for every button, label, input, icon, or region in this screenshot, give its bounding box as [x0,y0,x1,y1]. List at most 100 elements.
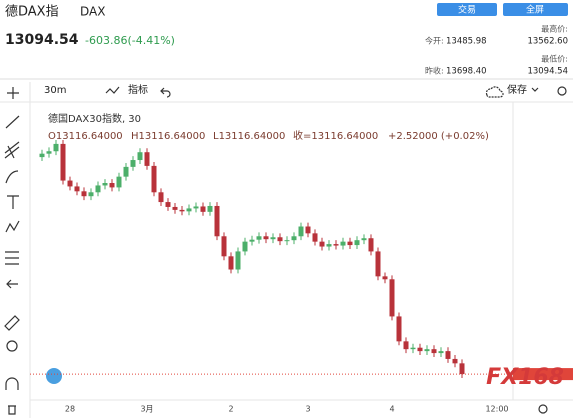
candle-body [186,208,192,212]
candle-body [417,347,423,352]
candle-body [214,205,220,237]
indicators[interactable]: 指标 [128,83,148,96]
candle-body [200,206,206,212]
fullscreen-button[interactable] [503,3,568,16]
chart-title: 德国DAX30指数, 30 [48,112,141,125]
candle-body [116,176,122,188]
symbol: DAX [80,5,105,19]
candle-body [137,152,143,161]
candle-body [361,238,367,241]
stat-value: 13698.40 [446,67,487,77]
crosshair-icon[interactable] [7,87,19,99]
stat-value: 13094.54 [527,67,568,77]
drawing-tools [4,115,20,415]
candle-body [130,160,136,167]
brush-tool[interactable] [5,170,19,184]
candle-body [221,236,227,257]
candle-body [305,226,311,234]
candle-body [291,236,297,241]
candle-body [123,166,129,177]
back-tool[interactable] [6,279,18,289]
candle-body [46,151,52,154]
candle-body [81,191,87,197]
indicator-icon[interactable] [105,86,120,94]
candle-body [431,349,437,354]
settings-icon[interactable] [557,86,567,96]
candle-body [438,351,444,354]
candle-body [333,244,339,246]
trade-button-label[interactable]: 交易 [458,4,476,16]
stat-label: 今开: [425,36,444,46]
candle-body [424,349,430,352]
candle-body [312,233,318,242]
x-tick-label: 3月 [140,405,153,414]
magnet-tool[interactable] [5,377,19,390]
candle-body [277,237,283,242]
candle-body [102,183,108,186]
candle-body [165,202,171,207]
legend-high: H13116.64000 [131,131,205,142]
cloud-icon[interactable] [485,86,504,98]
zoom-tool[interactable] [6,340,18,352]
text-tool[interactable] [7,195,19,209]
candle-body [179,209,185,212]
candle-body [249,239,255,242]
candle-body [452,358,458,364]
candle-body [67,180,73,187]
candle-body [60,143,66,181]
x-tick-label: 2 [228,405,233,414]
candle-body [235,251,241,270]
trash-tool[interactable] [8,405,16,415]
trade-button[interactable] [437,3,497,16]
candle-body [298,226,304,237]
candle-body [445,351,451,359]
legend-low: L13116.64000 [213,131,285,142]
candle-body [403,341,409,350]
undo-icon[interactable] [160,87,171,98]
prediction-tool[interactable] [5,251,19,265]
candle-body [144,152,150,166]
legend-open: O13116.64000 [48,131,123,142]
candle-body [207,205,213,212]
instrument-title: 德DAX指 [5,5,59,20]
ruler-tool[interactable] [4,315,20,331]
candle-body [228,256,234,270]
logo: FX168 [486,365,564,390]
save[interactable]: 保存 [507,83,527,96]
save-menu[interactable] [531,87,539,92]
candle-body [375,251,381,277]
stat-label: 昨收: [425,66,444,76]
candle-body [263,236,269,240]
stat-value: 13485.98 [446,37,487,47]
candle-body [74,186,80,192]
line-tool[interactable] [5,115,20,129]
candle-body [158,192,164,203]
stat-label: 最低价: [541,54,568,64]
candle-body [326,244,332,247]
stat-value: 13562.60 [527,37,568,47]
price: 13094.54 [5,32,79,48]
last-price-tag [513,368,573,381]
candle-body [39,153,45,158]
candle-body [151,165,157,193]
fib-tool[interactable] [4,141,20,159]
stat-label: 最高价: [541,24,568,34]
fullscreen-button-label[interactable]: 全屏 [526,4,544,16]
x-tick-label: 28 [65,405,75,414]
candle-body [368,238,374,252]
interval[interactable]: 30m [44,85,66,96]
x-tick-label: 12:00 [485,405,508,414]
legend-change: +2.52000 (+0.02%) [388,131,489,142]
candle-body [347,241,353,246]
pattern-tool[interactable] [5,220,20,233]
candle-body [109,183,115,188]
candle-body [319,241,325,247]
candle-body [410,347,416,350]
cloud-badge[interactable] [46,368,62,384]
candle-body [193,206,199,209]
axis-settings[interactable] [538,404,548,414]
candle-body [242,241,248,252]
candle-body [354,240,360,246]
